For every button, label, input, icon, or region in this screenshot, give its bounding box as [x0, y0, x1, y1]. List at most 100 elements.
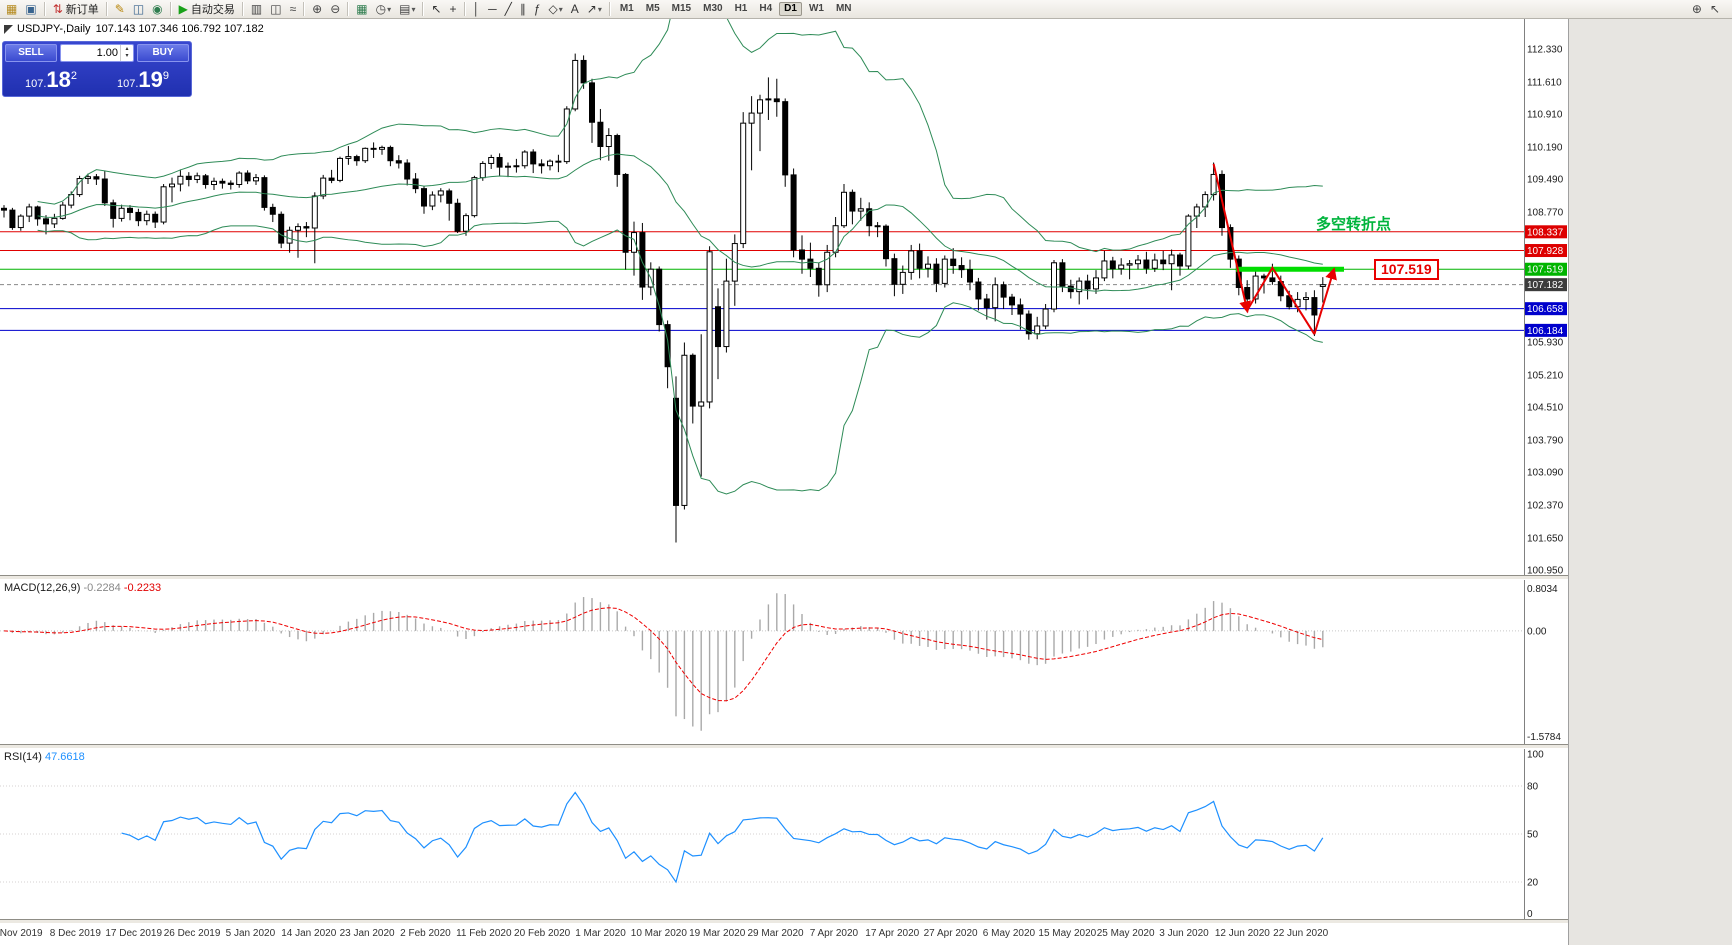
crosshair-button[interactable]: +	[446, 0, 461, 18]
strategy-tester-button[interactable]: ◉	[148, 0, 166, 18]
timeframe-h1-button[interactable]: H1	[734, 3, 748, 14]
bar-chart-mode-button[interactable]: ▥	[247, 0, 266, 18]
timeframe-m1-button[interactable]: M1	[619, 3, 634, 14]
time-axis-label: 10 Mar 2020	[630, 928, 687, 939]
zoom-in-button[interactable]: ⊕	[308, 0, 326, 18]
sell-price[interactable]: 107.182	[24, 66, 78, 92]
svg-text:111.610: 111.610	[1527, 77, 1562, 88]
macd-axis[interactable]: 0.8034 0.00 -1.5784	[1524, 580, 1568, 744]
lot-input[interactable]	[61, 45, 120, 61]
profiles-icon: ▣	[25, 2, 37, 16]
cursor-button[interactable]: ↖	[427, 0, 445, 18]
sell-button[interactable]: SELL	[5, 44, 57, 62]
zoom-out-button[interactable]: ⊖	[326, 0, 344, 18]
arrows-tool-button[interactable]: ↗ ▾	[583, 0, 606, 18]
svg-text:-1.5784: -1.5784	[1527, 732, 1561, 743]
zoom-out-icon: ⊖	[330, 2, 341, 16]
new-order-button[interactable]: ⇅ 新订单	[49, 0, 103, 18]
pane-separator	[0, 919, 1568, 924]
autotrading-icon: ▶	[178, 2, 188, 16]
candlestick-mode-button[interactable]: ◫	[266, 0, 285, 18]
fibonacci-button[interactable]: ƒ	[530, 0, 545, 18]
templates-button[interactable]: ▤ ▾	[395, 0, 419, 18]
svg-text:108.337: 108.337	[1527, 227, 1564, 238]
toolbar-right-group: ⊕ ↖	[1688, 0, 1730, 18]
rsi-pane[interactable]: 100 80 50 20 0	[0, 749, 1568, 919]
pane-separator[interactable]	[0, 575, 1568, 580]
svg-text:50: 50	[1527, 830, 1539, 841]
bar-chart-mode-icon: ▥	[250, 2, 263, 16]
macd-pane[interactable]: 0.8034 0.00 -1.5784	[0, 580, 1568, 744]
line-chart-mode-icon: ≈	[289, 2, 297, 16]
workspace-background	[1568, 19, 1732, 945]
timeframe-h4-button[interactable]: H4	[759, 3, 773, 14]
time-axis-label: 15 May 2020	[1038, 928, 1097, 939]
profiles-button[interactable]: ▣	[21, 0, 40, 18]
periods-button[interactable]: ◷ ▾	[372, 0, 396, 18]
quick-zoom-button[interactable]: ⊕	[1688, 0, 1706, 18]
text-label-button[interactable]: A	[567, 0, 583, 18]
trend-arrows[interactable]	[1212, 163, 1337, 335]
timeframe-m30-button[interactable]: M30	[703, 3, 723, 14]
timeframe-m15-button[interactable]: M15	[671, 3, 692, 14]
arrows-tool-caret-icon[interactable]: ▾	[597, 4, 602, 14]
macd-label: MACD(12,26,9) -0.2284 -0.2233	[4, 582, 162, 594]
horizontal-line-button[interactable]: ─	[484, 0, 501, 18]
templates-caret-icon[interactable]: ▾	[411, 4, 416, 14]
vertical-line-button[interactable]: │	[469, 0, 485, 18]
metaeditor-button[interactable]: ✎	[111, 0, 129, 18]
time-axis-label: 7 Apr 2020	[809, 928, 859, 939]
equidistant-channel-icon: ∥	[519, 2, 526, 16]
svg-text:103.090: 103.090	[1527, 468, 1564, 479]
time-axis-label: 17 Apr 2020	[865, 928, 920, 939]
autotrading-button[interactable]: ▶ 自动交易	[175, 0, 239, 18]
metaeditor-icon: ✎	[114, 2, 125, 16]
quick-cursor-button[interactable]: ↖	[1706, 0, 1724, 18]
time-axis-label: 27 Apr 2020	[923, 928, 978, 939]
line-chart-mode-button[interactable]: ≈	[286, 0, 301, 18]
time-axis-label: 26 Dec 2019	[163, 928, 221, 939]
chart-title: USDJPY-,Daily	[17, 23, 91, 35]
time-axis-label: 20 Feb 2020	[514, 928, 571, 939]
shapes-caret-icon[interactable]: ▾	[558, 4, 563, 14]
price-callout[interactable]: 107.519	[1374, 259, 1439, 280]
timeframe-mn-button[interactable]: MN	[835, 3, 852, 14]
svg-text:105.930: 105.930	[1527, 337, 1564, 348]
time-axis-label: 8 Dec 2019	[49, 928, 101, 939]
macd-histogram	[11, 593, 1324, 731]
one-click-collapse-icon[interactable]	[4, 24, 13, 34]
shapes-button[interactable]: ◇ ▾	[545, 0, 567, 18]
market-watch-button[interactable]: ◫	[129, 0, 148, 18]
lot-increase-icon[interactable]: ▴	[125, 46, 129, 52]
svg-text:100.950: 100.950	[1527, 565, 1564, 575]
svg-text:107.182: 107.182	[1527, 280, 1564, 291]
svg-text:109.490: 109.490	[1527, 175, 1564, 186]
new-chart-button[interactable]: ▦	[2, 0, 21, 18]
lot-decrease-icon[interactable]: ▾	[125, 53, 129, 59]
indicators-button[interactable]: ▦	[352, 0, 371, 18]
time-axis-label: 11 Feb 2020	[456, 928, 512, 939]
timeframe-d1-button[interactable]: D1	[779, 2, 802, 16]
main-chart-pane[interactable]: 112.330 111.610 110.910 110.190 109.490 108.7…	[0, 19, 1568, 575]
trendline-button[interactable]: ╱	[501, 0, 516, 18]
time-axis-label: 3 Jun 2020	[1159, 928, 1209, 939]
autotrading-label: 自动交易	[190, 4, 235, 16]
time-axis-label: 14 Jan 2020	[281, 928, 337, 939]
equidistant-channel-button[interactable]: ∥	[516, 0, 530, 18]
chart-title-row: USDJPY-,Daily 107.143 107.346 106.792 10…	[4, 23, 264, 35]
toolbar-separator	[608, 2, 611, 16]
price-axis[interactable]: 112.330 111.610 110.910 110.190 109.490 108.7…	[1524, 19, 1568, 575]
timeframe-w1-button[interactable]: W1	[808, 3, 824, 14]
pane-separator[interactable]	[0, 744, 1568, 749]
timeframe-m5-button[interactable]: M5	[645, 3, 660, 14]
turning-point-label[interactable]: 多空转折点	[1316, 216, 1392, 233]
trendline-icon: ╱	[504, 2, 512, 16]
buy-button[interactable]: BUY	[137, 44, 189, 62]
toolbar-separator	[422, 2, 425, 16]
rsi-axis[interactable]: 100 80 50 20 0	[1524, 749, 1568, 919]
horizontal-lines[interactable]	[0, 231, 1524, 331]
buy-price[interactable]: 107.199	[116, 66, 170, 92]
svg-text:101.650: 101.650	[1527, 533, 1564, 544]
periods-caret-icon[interactable]: ▾	[387, 4, 392, 14]
